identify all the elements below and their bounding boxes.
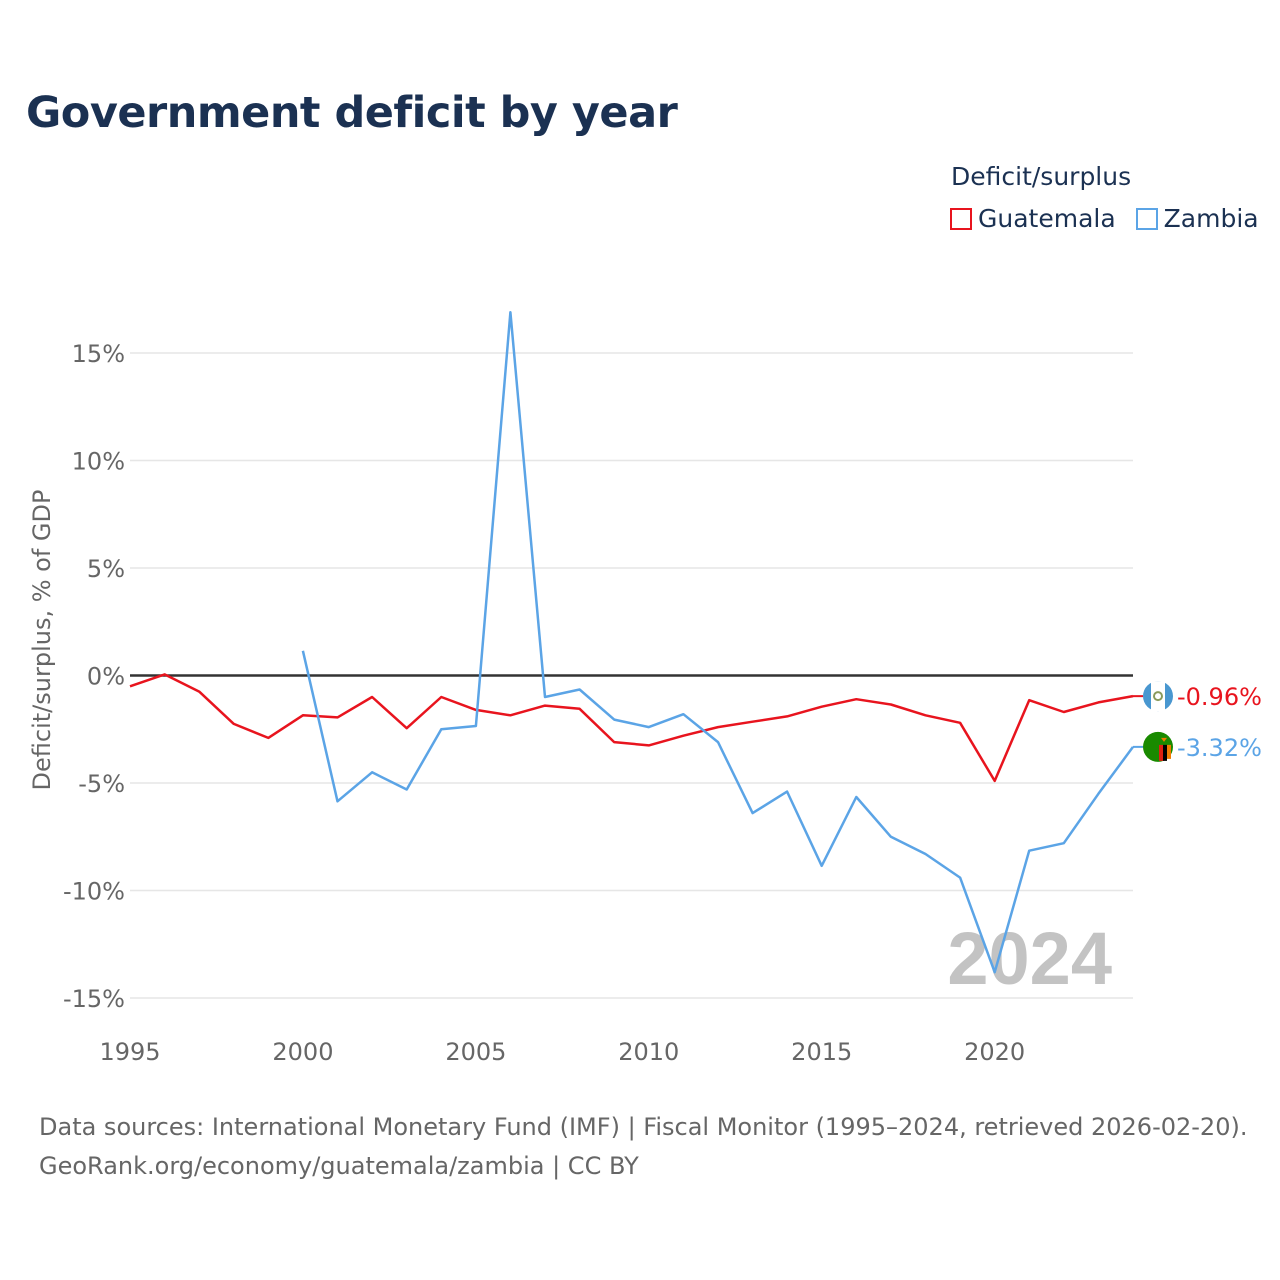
legend-title: Deficit/surplus (951, 162, 1132, 191)
y-tick-label: 0% (87, 663, 125, 691)
x-tick-label: 2005 (445, 1038, 506, 1066)
x-axis-ticks: 1995 2000 2005 2010 2015 2020 (99, 1038, 1025, 1066)
legend-label-zambia: Zambia (1163, 204, 1259, 233)
year-watermark: 2024 (947, 917, 1112, 1000)
sources-line-2[interactable]: GeoRank.org/economy/guatemala/zambia | C… (39, 1152, 639, 1180)
y-tick-label: -15% (63, 985, 125, 1013)
y-axis-ticks: 15% 10% 5% 0% -5% -10% -15% (63, 340, 125, 1013)
x-tick-label: 2000 (272, 1038, 333, 1066)
legend-swatch-zambia (1135, 207, 1158, 230)
series-line-zambia[interactable] (301, 310, 1135, 974)
y-tick-label: 10% (72, 448, 125, 476)
series-line-guatemala[interactable] (129, 673, 1134, 783)
legend-item-zambia[interactable]: Zambia (1135, 204, 1259, 233)
series-lines (129, 310, 1135, 974)
x-tick-label: 2010 (618, 1038, 679, 1066)
legend-item-guatemala[interactable]: Guatemala (950, 204, 1116, 233)
legend-swatch-guatemala (950, 207, 972, 230)
x-tick-label: 1995 (99, 1038, 160, 1066)
x-tick-label: 2015 (791, 1038, 852, 1066)
gridlines (130, 352, 1133, 999)
y-tick-label: -5% (78, 770, 125, 798)
chart-title: Government deficit by year (26, 88, 678, 138)
end-markers: -0.96% -3.32% (1133, 681, 1262, 762)
sources-note: Data sources: International Monetary Fun… (39, 1108, 1247, 1186)
legend: Guatemala Zambia (950, 204, 1279, 233)
y-axis-label: Deficit/surplus, % of GDP (28, 490, 56, 791)
end-value-label: -3.32% (1177, 734, 1262, 762)
guatemala-flag-icon (1143, 681, 1173, 712)
x-tick-label: 2020 (964, 1038, 1025, 1066)
y-tick-label: 15% (72, 340, 125, 368)
zambia-flag-icon (1143, 731, 1173, 762)
y-tick-label: -10% (63, 878, 125, 906)
end-value-label: -0.96% (1177, 683, 1262, 711)
y-tick-label: 5% (87, 555, 125, 583)
sources-line-1: Data sources: International Monetary Fun… (39, 1113, 1248, 1141)
legend-label-guatemala: Guatemala (978, 204, 1116, 233)
